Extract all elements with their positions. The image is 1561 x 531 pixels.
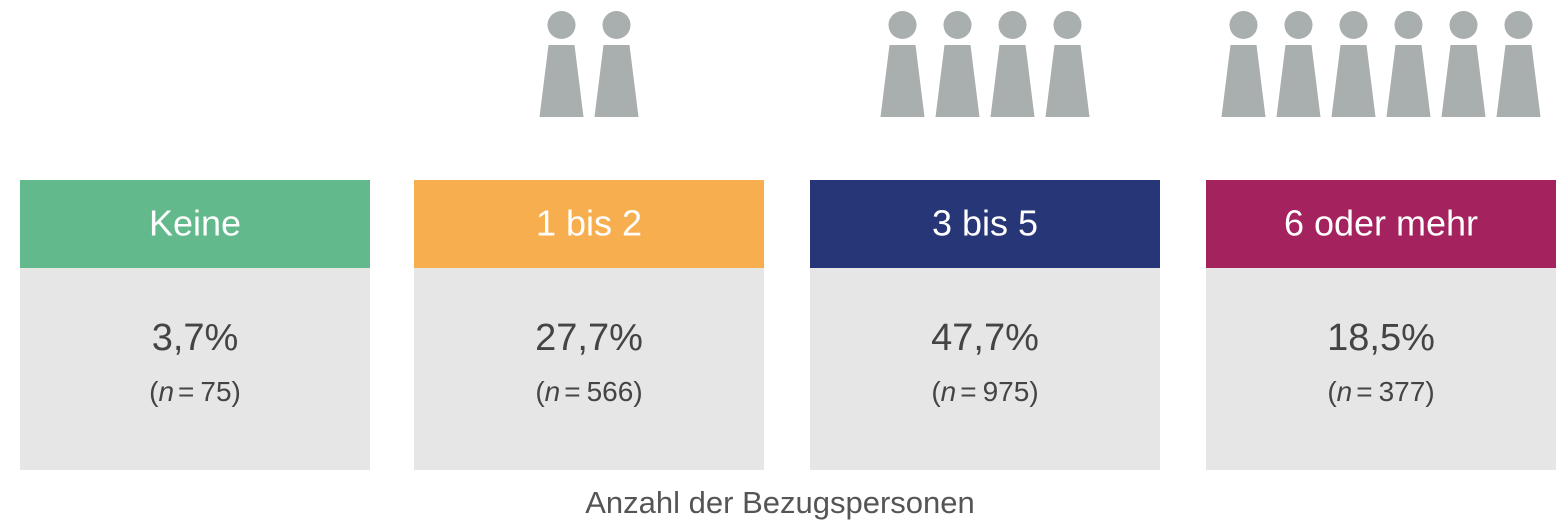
person-head [1053,11,1082,39]
person-body [1276,45,1321,117]
sample-symbol: n [545,376,561,407]
sample-close: ) [232,376,241,407]
sample-size: (n = 377) [1327,376,1434,407]
person-head [1449,11,1478,39]
person-body [1221,45,1266,117]
sample-close: ) [633,376,642,407]
sample-count: 975 [983,376,1030,407]
footer: Anzahl der Bezugspersonen [585,485,974,520]
sample-count: 75 [200,376,231,407]
person-body [1441,45,1486,117]
sample-equals: = [564,376,580,407]
person-body [880,45,925,117]
sample-open: ( [931,376,941,407]
sample-equals: = [1356,376,1372,407]
sample-symbol: n [941,376,957,407]
percent: 3,7% [152,317,239,359]
sample-equals: = [960,376,976,407]
sample-close: ) [1029,376,1038,407]
person-head [1394,11,1423,39]
category-header [810,180,1160,268]
person-body [1045,45,1090,117]
percent: 27,7% [535,317,643,359]
value-box [810,268,1160,470]
sample-close: ) [1425,376,1434,407]
sample-open: ( [149,376,159,407]
category-header [414,180,764,268]
category-header [20,180,370,268]
category-label: 6 oder mehr [1284,203,1478,244]
sample-symbol: n [1337,376,1353,407]
value-box [20,268,370,470]
person-body [1496,45,1541,117]
person-head [1504,11,1533,39]
percent: 47,7% [931,317,1039,359]
sample-count: 566 [587,376,634,407]
sample-size: (n = 566) [535,376,642,407]
category-label: 3 bis 5 [932,203,1038,244]
person-body [1331,45,1376,117]
person-head [1339,11,1368,39]
person-head [1284,11,1313,39]
person-body [594,45,639,117]
person-body [1386,45,1431,117]
person-head [1229,11,1258,39]
sample-open: ( [1327,376,1337,407]
category-header [1206,180,1556,268]
person-body [990,45,1035,117]
value-box [414,268,764,470]
person-head [602,11,631,39]
person-body [935,45,980,117]
sample-size: (n = 75) [149,376,241,407]
person-body [539,45,584,117]
person-head [888,11,917,39]
sample-open: ( [535,376,545,407]
category-label: 1 bis 2 [536,203,642,244]
person-head [998,11,1027,39]
category-label: Keine [149,203,241,244]
value-box [1206,268,1556,470]
percent: 18,5% [1327,317,1435,359]
sample-equals: = [178,376,194,407]
sample-count: 377 [1379,376,1426,407]
sample-symbol: n [158,376,174,407]
sample-size: (n = 975) [931,376,1038,407]
person-head [943,11,972,39]
person-head [547,11,576,39]
